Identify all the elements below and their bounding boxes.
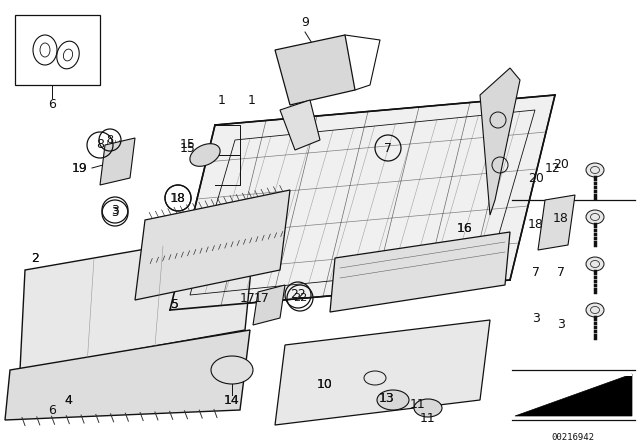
Polygon shape [253, 285, 285, 325]
Text: 18: 18 [528, 219, 544, 232]
Text: 18: 18 [553, 211, 569, 224]
Text: 15: 15 [180, 142, 196, 155]
Polygon shape [515, 374, 632, 416]
Text: 14: 14 [224, 393, 240, 406]
Text: 5: 5 [171, 298, 179, 311]
Text: 22: 22 [290, 289, 306, 302]
Text: 18: 18 [170, 191, 186, 204]
Text: 15: 15 [180, 138, 196, 151]
Text: 9: 9 [301, 16, 309, 29]
Text: 6: 6 [48, 99, 56, 112]
Text: 17: 17 [240, 292, 256, 305]
Text: 17: 17 [254, 292, 270, 305]
Text: 12: 12 [545, 161, 561, 175]
Polygon shape [20, 230, 255, 370]
Polygon shape [515, 374, 632, 376]
Text: 3: 3 [111, 203, 119, 216]
Text: 14: 14 [224, 393, 240, 406]
Text: 7: 7 [384, 142, 392, 155]
Polygon shape [330, 232, 510, 312]
Bar [15, 15, 100, 85]
Text: 1: 1 [218, 94, 226, 107]
Polygon shape [280, 100, 320, 150]
Ellipse shape [586, 210, 604, 224]
Text: 11: 11 [410, 399, 426, 412]
Text: 3: 3 [532, 311, 540, 324]
Text: 18: 18 [171, 191, 186, 204]
Polygon shape [170, 95, 555, 310]
Text: 00216942: 00216942 [552, 432, 595, 441]
Ellipse shape [586, 257, 604, 271]
Text: 2: 2 [31, 251, 39, 264]
Polygon shape [538, 195, 575, 250]
Text: 6: 6 [48, 404, 56, 417]
Text: 4: 4 [64, 393, 72, 406]
Ellipse shape [211, 356, 253, 384]
Text: 13: 13 [379, 392, 395, 405]
Ellipse shape [586, 163, 604, 177]
Ellipse shape [414, 399, 442, 417]
Text: 10: 10 [317, 379, 333, 392]
Polygon shape [135, 190, 290, 300]
Polygon shape [100, 138, 135, 185]
Text: 3: 3 [557, 319, 565, 332]
Text: 16: 16 [457, 221, 473, 234]
Text: 7: 7 [532, 266, 540, 279]
Polygon shape [275, 35, 355, 105]
Ellipse shape [377, 390, 409, 410]
Text: 2: 2 [31, 251, 39, 264]
Text: 16: 16 [457, 221, 473, 234]
Text: 20: 20 [528, 172, 544, 185]
Text: 22: 22 [293, 293, 307, 303]
Text: 3: 3 [111, 207, 118, 220]
Ellipse shape [586, 303, 604, 317]
Polygon shape [275, 320, 490, 425]
Text: 20: 20 [553, 159, 569, 172]
Text: 11: 11 [420, 412, 436, 425]
Text: 8: 8 [106, 135, 113, 145]
Text: 19: 19 [72, 161, 88, 175]
Polygon shape [5, 330, 250, 420]
Text: 7: 7 [557, 266, 565, 279]
Text: 19: 19 [72, 161, 88, 175]
Ellipse shape [190, 144, 220, 166]
Text: 4: 4 [64, 393, 72, 406]
Text: 10: 10 [317, 379, 333, 392]
Text: 13: 13 [379, 392, 395, 405]
Text: 8: 8 [96, 138, 104, 151]
Polygon shape [480, 68, 520, 215]
Text: 5: 5 [171, 298, 179, 311]
Text: 1: 1 [248, 94, 256, 107]
